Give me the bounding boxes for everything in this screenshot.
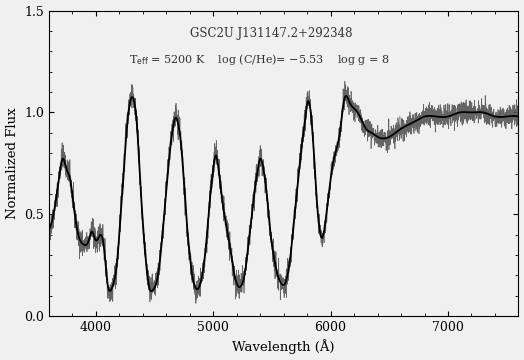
X-axis label: Wavelength (Å): Wavelength (Å)	[233, 339, 335, 355]
Text: GSC2U J131147.2+292348: GSC2U J131147.2+292348	[190, 27, 352, 40]
Y-axis label: Normalized Flux: Normalized Flux	[6, 108, 18, 219]
Text: T$_{\rm eff}$ = 5200 K    log (C/He)= $-$5.53    log g = 8: T$_{\rm eff}$ = 5200 K log (C/He)= $-$5.…	[129, 52, 389, 67]
